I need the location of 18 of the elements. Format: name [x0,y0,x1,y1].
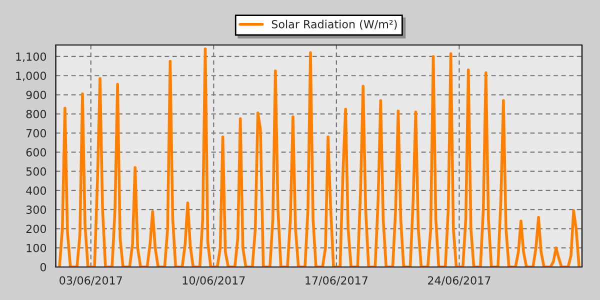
legend-label: Solar Radiation (W/m²) [272,20,397,30]
y-tick-label: 400 [26,186,46,195]
line-series [58,47,580,267]
y-tick-label: 100 [26,244,46,252]
y-tick-label: 900 [26,90,46,100]
x-tick-label: 17/06/2017 [306,276,368,286]
x-tick-label: 03/06/2017 [60,276,122,286]
y-tick-label: 1,000 [16,72,46,82]
x-tick-label: 24/06/2017 [428,276,490,286]
x-tick-label: 10/06/2017 [182,276,245,286]
y-tick-label: 0 [40,262,46,272]
y-tick-label: 500 [26,167,46,176]
y-tick-label: 700 [26,129,46,138]
y-tick-label: 300 [26,206,46,214]
y-tick-label: 600 [26,148,46,157]
y-tick-label: 200 [26,224,46,234]
y-tick-label: 800 [26,110,46,118]
y-tick-label: 1,100 [16,52,46,62]
